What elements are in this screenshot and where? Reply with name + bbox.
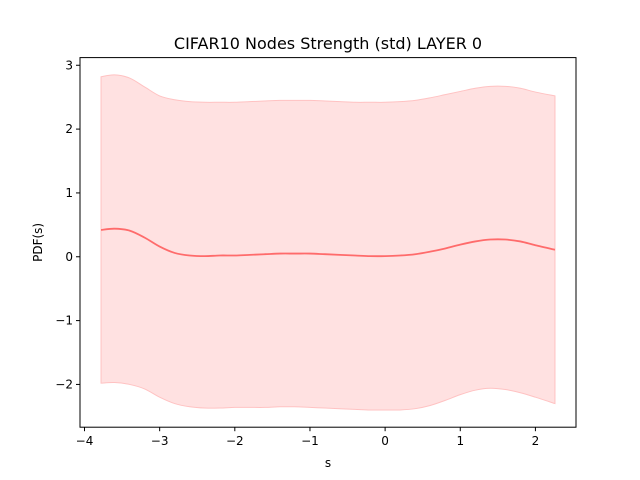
- std-band-0: [100, 74, 556, 411]
- y-tick-label: 2: [65, 122, 73, 136]
- y-tick-label: −1: [55, 314, 73, 328]
- y-axis-label: PDF(s): [31, 223, 45, 262]
- x-tick-label: −4: [76, 434, 94, 448]
- y-tick-label: −2: [55, 377, 73, 391]
- x-tick-label: 1: [456, 434, 464, 448]
- plot-area: [100, 74, 556, 411]
- y-tick-label: 3: [65, 58, 73, 72]
- y-tick-label: 1: [65, 186, 73, 200]
- axes-frame: [79, 57, 577, 428]
- x-tick-label: −2: [226, 434, 244, 448]
- y-tick-label: 0: [65, 250, 73, 264]
- x-tick-label: 2: [532, 434, 540, 448]
- x-tick-label: 0: [381, 434, 389, 448]
- chart-title: CIFAR10 Nodes Strength (std) LAYER 0: [174, 34, 482, 53]
- x-axis: −4 −3 −2 −1 0 1 2: [76, 427, 540, 448]
- x-tick-label: −3: [151, 434, 169, 448]
- x-tick-label: −1: [301, 434, 319, 448]
- x-axis-label: s: [325, 456, 331, 470]
- y-axis: −2 −1 0 1 2 3: [55, 58, 80, 391]
- mean-line-0: [100, 227, 556, 258]
